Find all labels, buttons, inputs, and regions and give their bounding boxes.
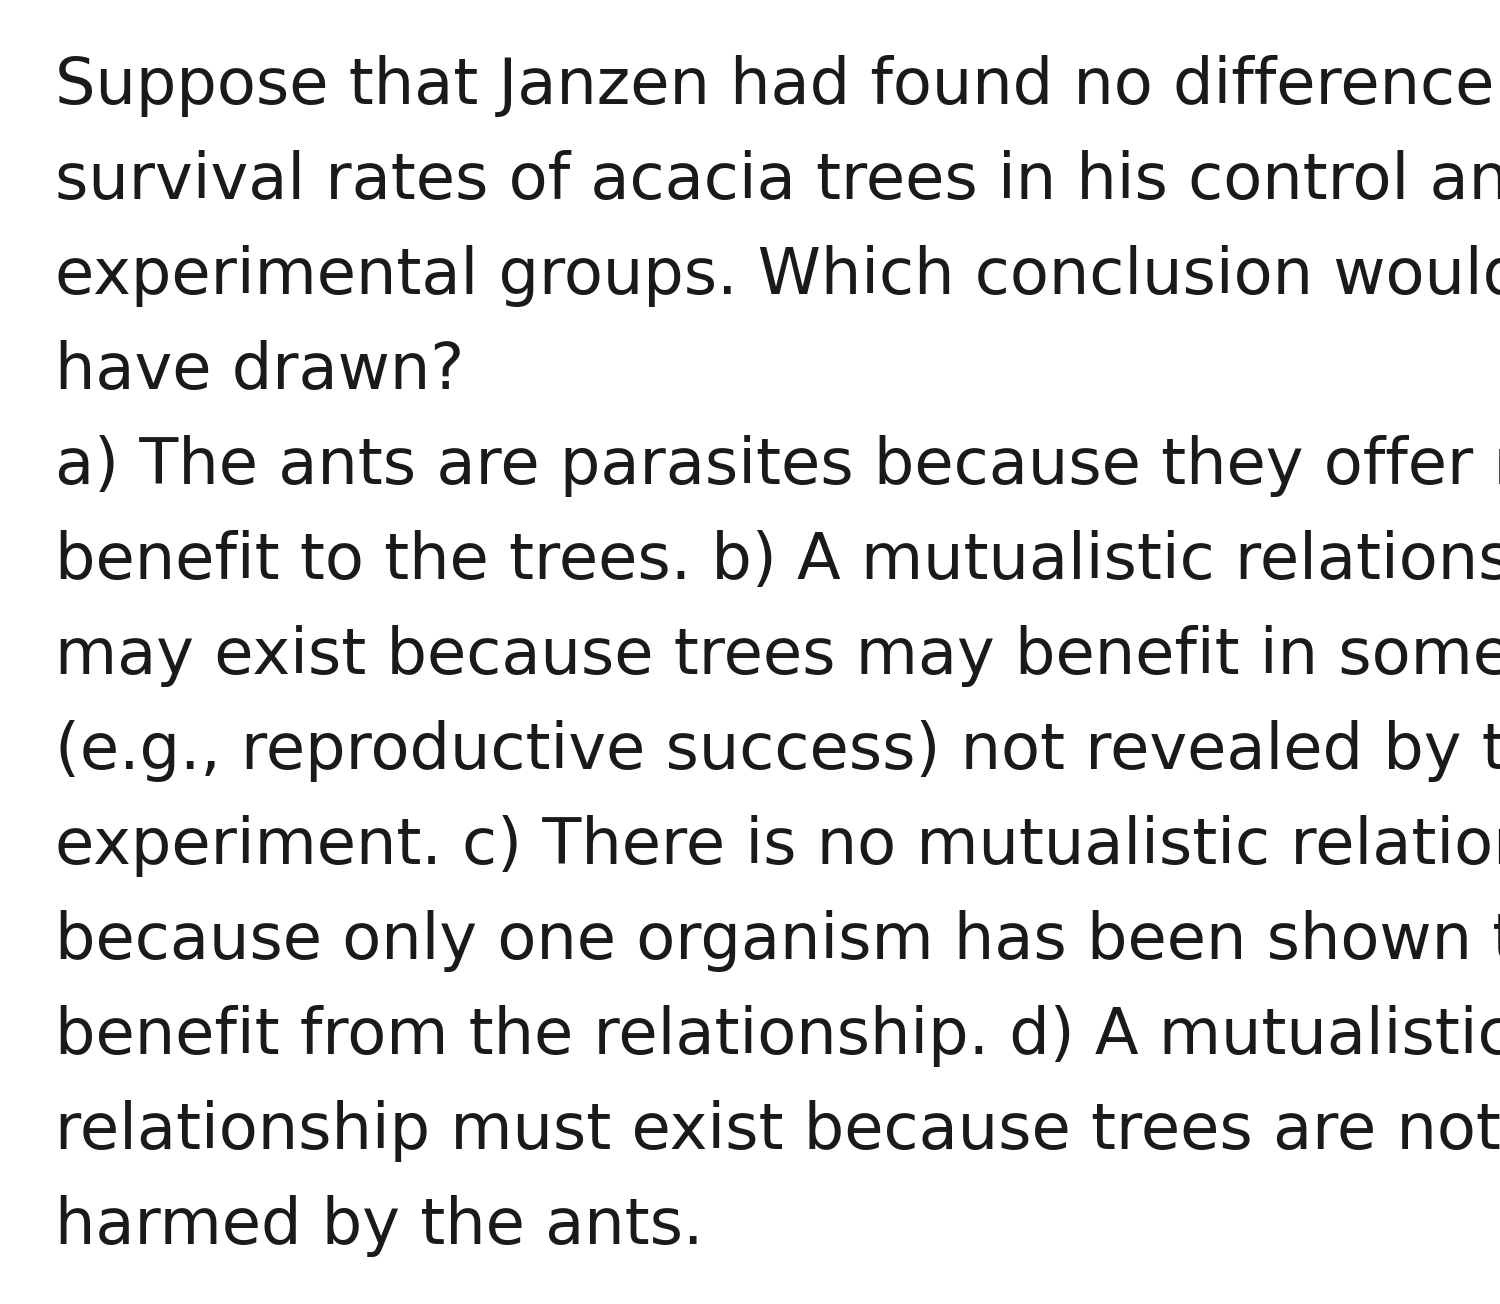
Text: a) The ants are parasites because they offer no: a) The ants are parasites because they o…	[56, 436, 1500, 497]
Text: benefit from the relationship. d) A mutualistic: benefit from the relationship. d) A mutu…	[56, 1005, 1500, 1067]
Text: Suppose that Janzen had found no difference in: Suppose that Janzen had found no differe…	[56, 55, 1500, 117]
Text: may exist because trees may benefit in some way: may exist because trees may benefit in s…	[56, 625, 1500, 687]
Text: harmed by the ants.: harmed by the ants.	[56, 1194, 704, 1257]
Text: (e.g., reproductive success) not revealed by this: (e.g., reproductive success) not reveale…	[56, 720, 1500, 782]
Text: experimental groups. Which conclusion would he: experimental groups. Which conclusion wo…	[56, 245, 1500, 306]
Text: experiment. c) There is no mutualistic relationship: experiment. c) There is no mutualistic r…	[56, 815, 1500, 878]
Text: because only one organism has been shown to: because only one organism has been shown…	[56, 910, 1500, 971]
Text: have drawn?: have drawn?	[56, 340, 465, 402]
Text: survival rates of acacia trees in his control and: survival rates of acacia trees in his co…	[56, 150, 1500, 213]
Text: relationship must exist because trees are not: relationship must exist because trees ar…	[56, 1101, 1500, 1162]
Text: benefit to the trees. b) A mutualistic relationship: benefit to the trees. b) A mutualistic r…	[56, 529, 1500, 592]
